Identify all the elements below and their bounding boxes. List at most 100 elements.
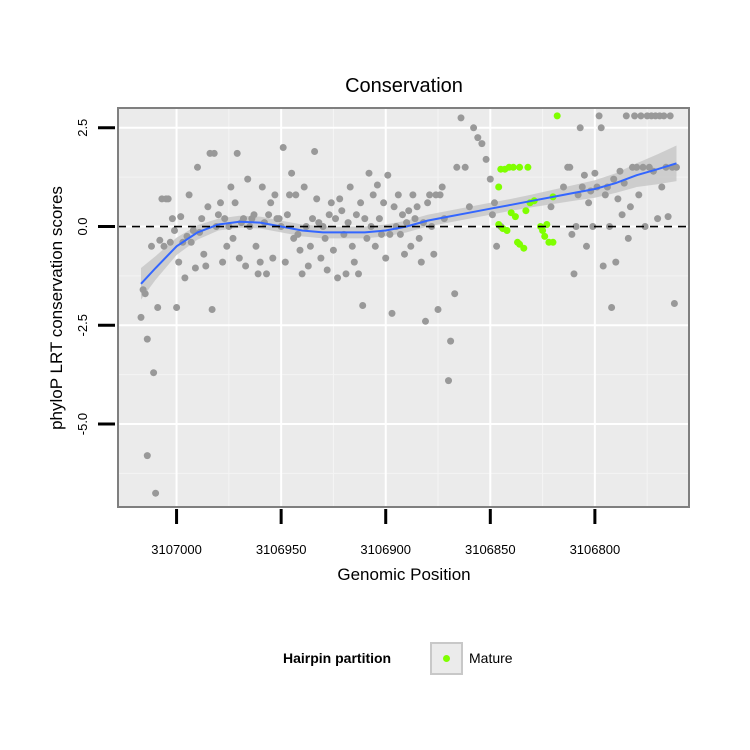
point-other — [325, 211, 333, 219]
point-mature — [553, 112, 561, 120]
point-other — [283, 211, 291, 219]
point-other — [424, 199, 432, 207]
point-other — [231, 199, 239, 207]
point-other — [275, 215, 283, 223]
point-other — [177, 213, 185, 221]
point-other — [624, 234, 632, 242]
point-other — [451, 290, 459, 298]
point-other — [164, 195, 172, 203]
point-other — [482, 155, 490, 163]
point-other — [181, 274, 189, 282]
point-other — [173, 304, 181, 311]
point-other — [415, 234, 423, 242]
point-other — [148, 242, 155, 250]
legend: Hairpin partition Mature — [283, 642, 513, 675]
point-other — [426, 191, 434, 199]
point-other — [152, 489, 160, 497]
point-other — [227, 183, 235, 191]
plot-border — [117, 107, 690, 508]
point-other — [233, 149, 241, 157]
point-mature — [522, 207, 530, 215]
smooth-line — [140, 162, 677, 285]
point-other — [465, 203, 473, 211]
point-other — [560, 183, 567, 191]
point-other — [300, 183, 308, 191]
point-other — [171, 227, 178, 234]
chart-title: Conservation — [345, 75, 463, 97]
point-other — [235, 254, 243, 262]
point-other — [591, 169, 599, 177]
point-other — [411, 215, 419, 223]
point-mature — [541, 232, 549, 240]
point-other — [166, 238, 174, 246]
point-other — [327, 199, 335, 207]
point-other — [375, 215, 383, 223]
point-other — [631, 112, 639, 120]
point-other — [589, 223, 597, 230]
point-other — [294, 230, 302, 238]
point-other — [208, 306, 216, 313]
point-other — [329, 246, 337, 254]
point-other — [244, 175, 252, 183]
point-other — [461, 163, 469, 171]
point-mature — [516, 163, 524, 171]
point-other — [217, 199, 224, 207]
point-other — [384, 171, 392, 179]
point-other — [319, 223, 327, 230]
point-other — [396, 230, 404, 238]
point-other — [583, 242, 590, 250]
y-tick-label: -2.5 — [75, 314, 90, 336]
x-tick-label: 3107000 — [151, 542, 202, 557]
legend-title: Hairpin partition — [283, 650, 391, 666]
plot-area: 3107000 3106950 3106900 3106850 3106800 2.5 0.… — [75, 107, 690, 557]
point-other — [198, 215, 206, 223]
point-other — [210, 149, 218, 157]
point-other — [357, 199, 365, 207]
point-other — [350, 258, 358, 266]
point-other — [369, 191, 377, 199]
point-other — [223, 242, 231, 250]
point-other — [390, 203, 398, 211]
point-other — [608, 304, 616, 311]
point-other — [488, 211, 496, 219]
point-other — [373, 181, 381, 189]
point-other — [654, 215, 662, 223]
y-axis-title: phyloP LRT conservation scores — [47, 186, 66, 430]
point-other — [486, 175, 494, 183]
point-other — [658, 183, 666, 191]
point-other — [401, 250, 408, 258]
point-other — [438, 183, 446, 191]
point-other — [378, 230, 385, 238]
point-mature — [549, 238, 557, 246]
point-other — [457, 114, 465, 122]
point-other — [352, 211, 360, 219]
point-other — [413, 203, 421, 211]
point-other — [141, 290, 149, 298]
point-mature — [539, 227, 547, 234]
point-other — [202, 262, 210, 270]
point-other — [323, 266, 331, 274]
point-other — [219, 258, 227, 266]
point-other — [422, 317, 429, 325]
point-other — [407, 242, 415, 250]
point-other — [185, 191, 193, 199]
point-other — [189, 227, 197, 234]
point-mature — [524, 163, 532, 171]
point-other — [566, 163, 574, 171]
point-other — [267, 199, 275, 207]
point-other — [296, 246, 304, 254]
point-other — [250, 211, 258, 219]
point-other — [288, 169, 296, 177]
point-other — [363, 234, 371, 242]
point-other — [200, 250, 208, 258]
legend-key-mature-dot — [443, 655, 450, 662]
point-other — [388, 309, 396, 317]
point-other — [156, 236, 164, 244]
point-other — [304, 262, 312, 270]
point-other — [394, 191, 402, 199]
point-other — [269, 254, 277, 262]
point-other — [599, 262, 607, 270]
point-other — [225, 223, 233, 230]
point-other — [470, 124, 478, 132]
